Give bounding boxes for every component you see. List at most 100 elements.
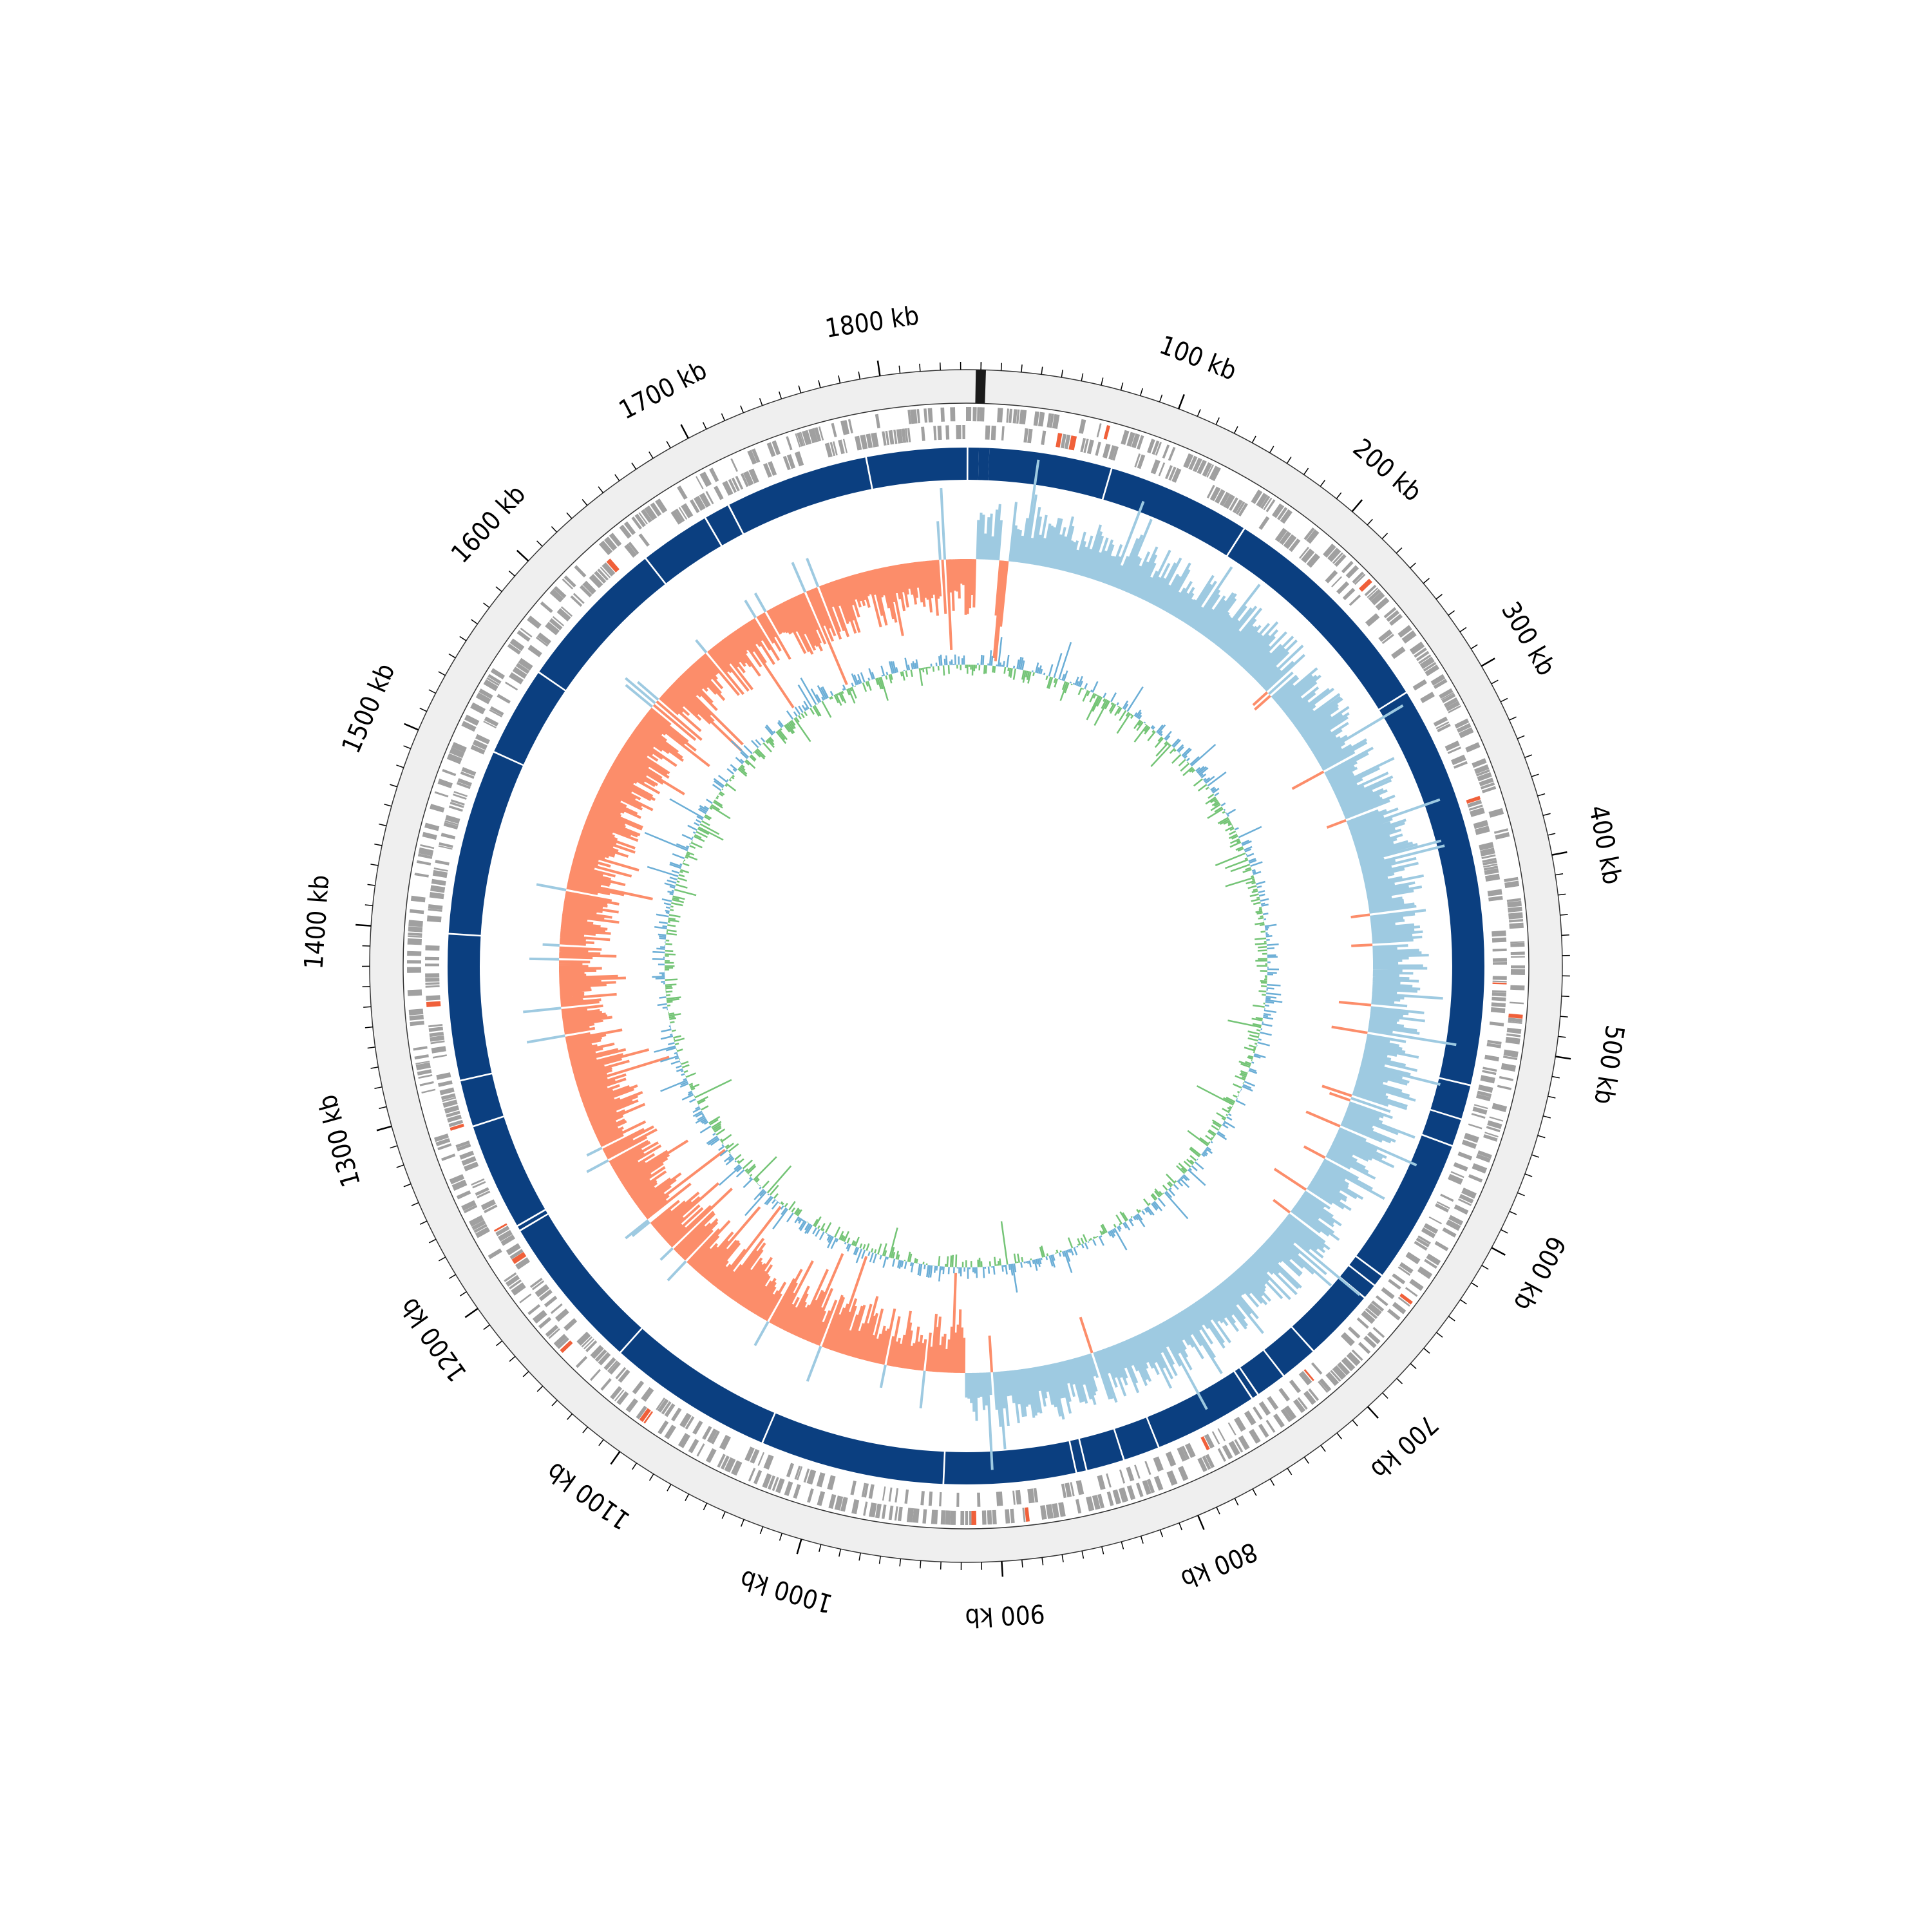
minor-tick (1542, 813, 1551, 816)
major-tick (610, 1451, 621, 1465)
minor-tick (1336, 492, 1342, 499)
gene (1293, 1399, 1305, 1414)
gene (1479, 777, 1494, 786)
minor-tick (403, 745, 411, 750)
minor-tick (396, 764, 404, 768)
gc-skew-positive (523, 459, 1457, 1470)
minor-tick (438, 1256, 446, 1262)
gene (433, 867, 448, 872)
gene (471, 1220, 486, 1231)
gene (920, 1491, 925, 1506)
minor-tick (411, 1202, 419, 1206)
gene (1506, 1027, 1522, 1034)
gene (992, 1510, 997, 1524)
gene (1332, 1365, 1347, 1380)
gene (1217, 1428, 1226, 1442)
major-tick (1178, 394, 1185, 410)
minor-tick (649, 1473, 654, 1481)
minor-tick (1382, 1392, 1388, 1399)
gene (1263, 497, 1273, 511)
gene (1015, 1490, 1022, 1505)
gene (1086, 439, 1094, 455)
gene (1359, 578, 1372, 592)
gene (794, 1465, 801, 1480)
gene (1337, 1361, 1350, 1376)
gene (426, 995, 440, 1001)
gene (1483, 866, 1499, 871)
gene (1476, 1094, 1491, 1102)
gene (1336, 581, 1350, 594)
gene (840, 1497, 848, 1512)
gene (1144, 1461, 1151, 1475)
major-tick (1001, 1561, 1004, 1577)
gene (966, 406, 972, 421)
gene (498, 1229, 513, 1242)
gene (1436, 1201, 1450, 1209)
minor-tick (370, 1066, 379, 1069)
gene (1283, 534, 1297, 549)
gene (1391, 646, 1406, 659)
gene (589, 574, 603, 589)
gene (516, 630, 531, 642)
gene (694, 495, 706, 511)
gene (426, 1001, 441, 1007)
minor-tick (1159, 394, 1163, 402)
gene (429, 1032, 444, 1037)
gene (556, 608, 571, 621)
gene (545, 621, 560, 636)
gene (1399, 1262, 1414, 1274)
gene (1126, 431, 1135, 447)
gene (1510, 942, 1525, 947)
gene (553, 1334, 567, 1347)
minor-tick (1551, 1075, 1560, 1079)
gene (618, 1369, 630, 1383)
gene (1480, 848, 1495, 857)
gene (1303, 1368, 1314, 1381)
tick-label: 1100 kb (542, 1456, 636, 1535)
gene (455, 1141, 470, 1148)
gene (775, 1478, 785, 1493)
gene (632, 1380, 645, 1394)
gene (950, 407, 956, 422)
gene (1258, 1401, 1271, 1416)
gene (875, 413, 880, 429)
gene (921, 426, 925, 441)
gene (436, 1072, 451, 1080)
minor-tick (379, 823, 387, 827)
gene (922, 1509, 927, 1524)
gene (1351, 1349, 1363, 1361)
gene (1229, 497, 1238, 511)
minor-tick (459, 1291, 467, 1296)
gene (594, 571, 607, 584)
gene (461, 721, 477, 732)
gene (1103, 425, 1110, 440)
contig (1079, 1429, 1123, 1470)
gene (638, 533, 650, 547)
gene (425, 985, 440, 988)
gene (464, 714, 480, 726)
gene (807, 1488, 814, 1503)
gene (1447, 746, 1461, 754)
gene (972, 407, 977, 422)
gene (1356, 1317, 1369, 1329)
minor-tick (1251, 435, 1256, 443)
minor-tick (940, 1562, 942, 1570)
gene (1437, 723, 1451, 733)
gene (418, 847, 434, 857)
gene (897, 1506, 903, 1522)
minor-tick (1460, 1299, 1467, 1305)
gene (1435, 721, 1450, 730)
minor-tick (1121, 1541, 1124, 1549)
gene (1487, 1120, 1502, 1130)
minor-tick (428, 1238, 437, 1244)
minor-tick (858, 371, 861, 379)
gene (1341, 1357, 1356, 1372)
gene (1472, 758, 1487, 768)
major-tick (680, 424, 689, 439)
gene (519, 1293, 532, 1303)
gene (607, 1360, 618, 1372)
gene (1349, 594, 1361, 606)
minor-tick (1233, 426, 1238, 434)
gene (1065, 1482, 1072, 1498)
minor-tick (1560, 914, 1568, 916)
